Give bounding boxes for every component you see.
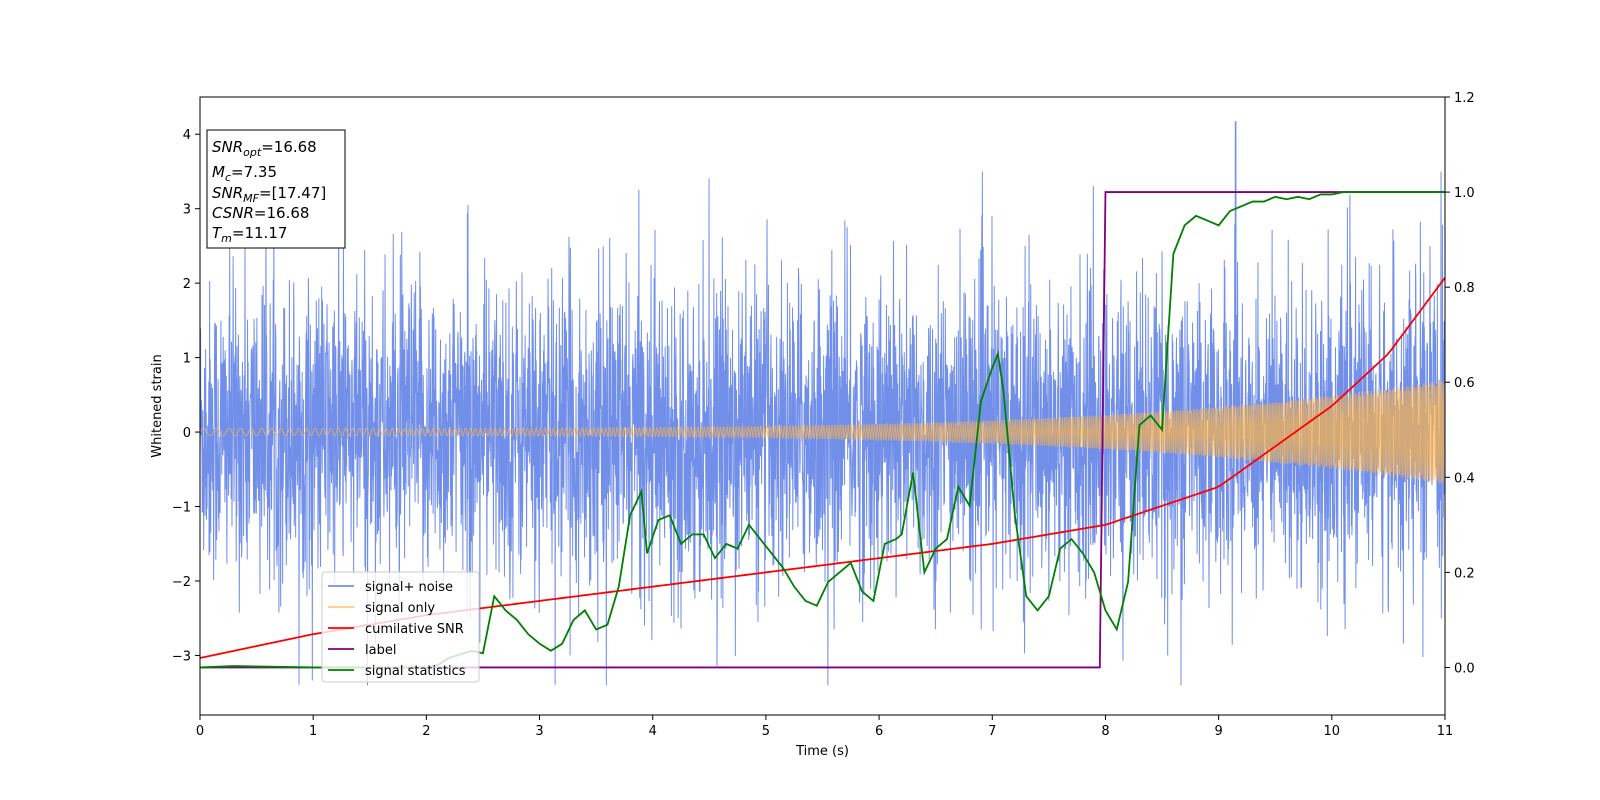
x-tick-label: 5 bbox=[762, 724, 770, 739]
legend-label: signal statistics bbox=[365, 664, 466, 679]
axis-ticks: 0 1 2 3 4 5 6 7 8 9 10 11 −3 −2 −1 0 1 2 3 4 0.0 0.2 0.4 0.6 0.8… bbox=[172, 91, 1475, 739]
y2-tick-label: 0.2 bbox=[1454, 566, 1475, 581]
x-tick-label: 4 bbox=[649, 724, 657, 739]
legend: signal+ noise signal only cumilative SNR la… bbox=[321, 571, 480, 683]
x-tick-label: 8 bbox=[1101, 724, 1109, 739]
axes-frame bbox=[199, 96, 1446, 716]
y-tick-label: −3 bbox=[172, 649, 191, 664]
y-tick-label: −2 bbox=[172, 575, 191, 590]
y-tick-label: 0 bbox=[183, 426, 191, 441]
x-tick-label: 3 bbox=[535, 724, 543, 739]
series-signal-noise bbox=[200, 121, 1445, 686]
legend-label: signal+ noise bbox=[365, 580, 453, 595]
annotation-line: SNRMF=[17.47] bbox=[212, 184, 326, 205]
x-tick-label: 11 bbox=[1437, 724, 1454, 739]
legend-label: signal only bbox=[365, 601, 435, 616]
annotation-line: CSNR=16.68 bbox=[212, 204, 309, 222]
x-tick-label: 10 bbox=[1324, 724, 1341, 739]
x-axis-label: Time (s) bbox=[795, 744, 849, 759]
y-tick-label: 1 bbox=[183, 352, 191, 367]
series-signal-statistics bbox=[200, 191, 1445, 669]
y2-tick-label: 1.2 bbox=[1454, 91, 1475, 106]
x-tick-label: 7 bbox=[988, 724, 996, 739]
series-signal-only bbox=[200, 380, 1445, 484]
y-tick-label: 4 bbox=[183, 128, 191, 143]
annotation-box bbox=[206, 129, 346, 249]
x-tick-label: 0 bbox=[196, 724, 204, 739]
legend-label: label bbox=[365, 643, 396, 658]
y2-tick-label: 0.0 bbox=[1454, 661, 1475, 676]
y2-tick-label: 0.4 bbox=[1454, 471, 1475, 486]
legend-box bbox=[321, 571, 480, 683]
x-tick-label: 2 bbox=[422, 724, 430, 739]
x-tick-label: 6 bbox=[875, 724, 883, 739]
y2-tick-label: 1.0 bbox=[1454, 186, 1475, 201]
y2-tick-label: 0.6 bbox=[1454, 376, 1475, 391]
legend-label: cumilative SNR bbox=[365, 622, 464, 637]
series-label bbox=[200, 191, 1445, 669]
annotation-line: Tm=11.17 bbox=[212, 224, 287, 245]
y-tick-label: 2 bbox=[183, 277, 191, 292]
x-tick-label: 1 bbox=[309, 724, 317, 739]
y2-tick-label: 0.8 bbox=[1454, 281, 1475, 296]
x-tick-label: 9 bbox=[1214, 724, 1222, 739]
metrics-annotation: SNRopt=16.68 Mc=7.35SNRMF=[17.47]CSNR=16.… bbox=[206, 129, 346, 249]
y-tick-label: −1 bbox=[172, 501, 191, 516]
y-tick-label: 3 bbox=[183, 203, 191, 218]
annotation-line: Mc=7.35 bbox=[212, 163, 277, 184]
annotation-line: SNRopt=16.68 bbox=[212, 138, 317, 159]
y-axis-label: Whitened strain bbox=[150, 354, 165, 457]
